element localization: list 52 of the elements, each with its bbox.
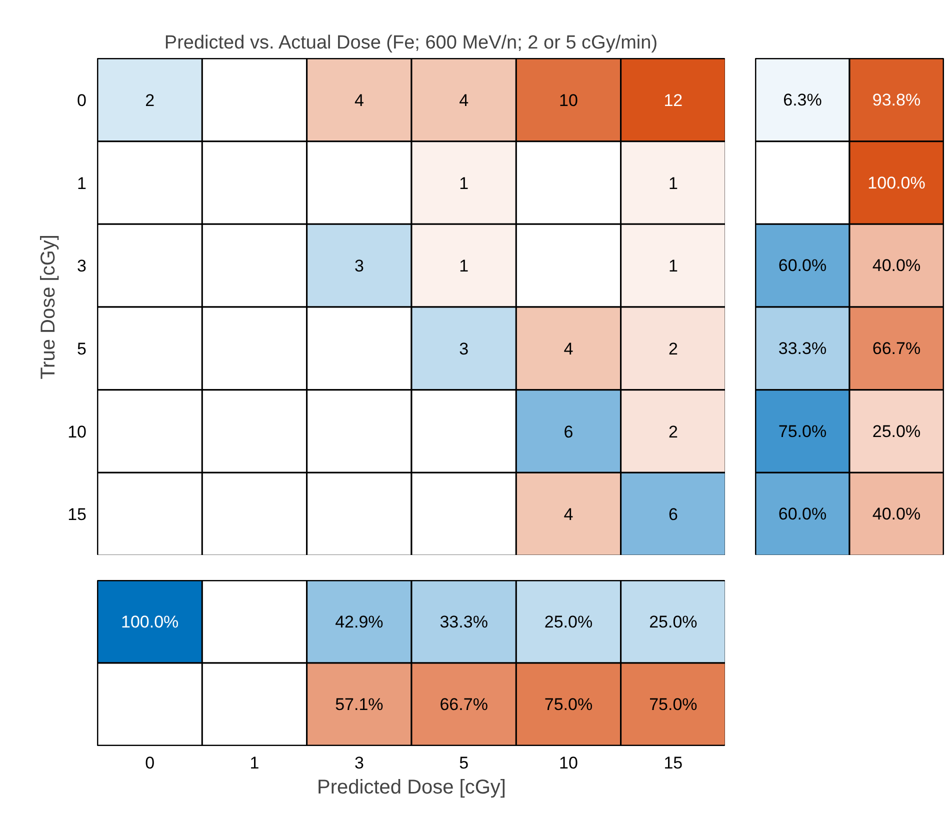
data-label: 3 xyxy=(459,339,469,358)
data-label: 100.0% xyxy=(121,612,179,632)
y-tick-label: 15 xyxy=(68,505,87,524)
data-label: 6.3% xyxy=(783,90,822,110)
data-label: 25.0% xyxy=(649,612,698,632)
chart-title: Predicted vs. Actual Dose (Fe; 600 MeV/n; 2 or 5 cGy/min) xyxy=(164,32,658,54)
data-label: 33.3% xyxy=(440,612,488,632)
data-label: 60.0% xyxy=(778,256,827,276)
data-label: 12 xyxy=(664,90,683,110)
data-label: 100.0% xyxy=(868,173,926,192)
data-label: 25.0% xyxy=(872,422,921,441)
data-label: 1 xyxy=(668,256,678,276)
y-axis-title: True Dose [cGy] xyxy=(38,234,60,380)
data-label: 33.3% xyxy=(778,338,827,358)
x-axis-title: Predicted Dose [cGy] xyxy=(317,776,506,798)
data-label: 25.0% xyxy=(544,612,593,632)
data-label: 75.0% xyxy=(544,694,593,714)
data-label: 4 xyxy=(564,505,574,524)
data-label: 4 xyxy=(459,90,469,110)
x-tick-label: 1 xyxy=(250,754,260,772)
x-tick-label: 10 xyxy=(559,754,578,772)
data-label: 3 xyxy=(354,256,364,276)
data-label: 6 xyxy=(564,422,574,442)
data-label: 1 xyxy=(459,174,469,193)
y-tick-label: 5 xyxy=(77,339,87,358)
data-label: 75.0% xyxy=(778,422,827,441)
data-label: 93.8% xyxy=(872,90,921,110)
data-label: 75.0% xyxy=(649,694,698,714)
x-tick-label: 15 xyxy=(664,754,683,772)
data-label: 60.0% xyxy=(778,504,827,524)
data-label: 42.9% xyxy=(335,612,384,632)
data-label: 2 xyxy=(668,339,678,358)
data-label: 6 xyxy=(668,505,678,524)
y-tick-label: 3 xyxy=(77,256,87,276)
x-tick-label: 5 xyxy=(459,754,469,772)
data-label: 40.0% xyxy=(872,256,921,276)
data-label: 4 xyxy=(354,90,364,110)
x-tick-label: 3 xyxy=(354,754,364,772)
data-label: 40.0% xyxy=(872,504,921,524)
y-tick-label: 0 xyxy=(77,90,87,110)
data-label: 66.7% xyxy=(440,694,488,714)
data-label: 2 xyxy=(668,422,678,442)
data-label: 10 xyxy=(559,90,578,110)
data-label: 4 xyxy=(564,339,574,358)
y-tick-label: 1 xyxy=(77,174,87,193)
y-tick-label: 10 xyxy=(68,422,87,442)
data-label: 1 xyxy=(668,174,678,193)
data-label: 1 xyxy=(459,256,469,276)
data-label: 2 xyxy=(145,90,155,110)
data-label: 66.7% xyxy=(872,338,921,358)
x-tick-label: 0 xyxy=(145,754,155,772)
data-label: 57.1% xyxy=(335,694,384,714)
